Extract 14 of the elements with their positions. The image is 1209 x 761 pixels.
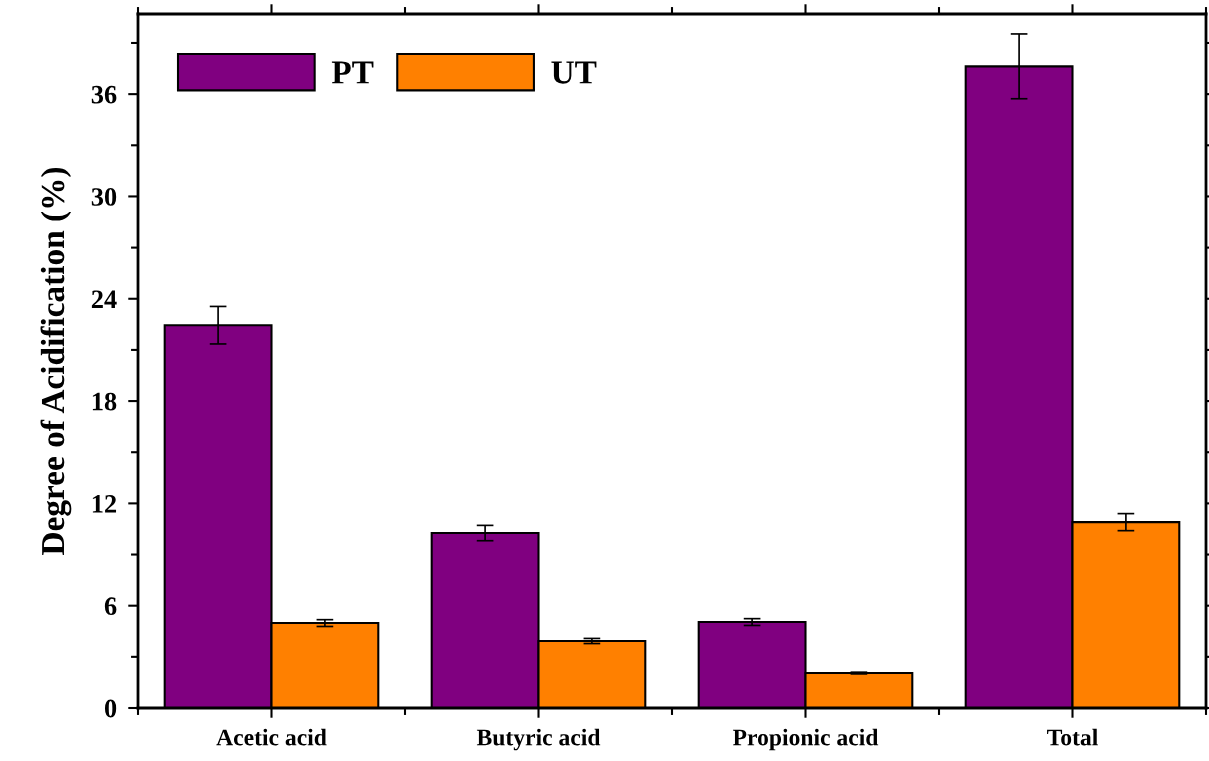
legend-label: PT <box>331 61 374 84</box>
y-tick-label: 36 <box>91 85 117 104</box>
y-tick-label: 12 <box>92 495 117 513</box>
y-tick-label: 18 <box>92 392 117 411</box>
legend-label: UT <box>551 61 597 84</box>
y-tick-label: 24 <box>91 290 117 308</box>
x-tick-label: Acetic acid <box>216 728 327 746</box>
y-axis-title: Degree of Acidification (%) <box>40 167 72 555</box>
y-tick-label: 0 <box>104 699 117 718</box>
y-tick-label: 30 <box>91 188 117 206</box>
y-tick-label: 6 <box>104 597 117 616</box>
x-tick-label: Butyric acid <box>476 728 601 751</box>
x-tick-label: Total <box>1047 728 1098 746</box>
x-tick-label: Propionic acid <box>732 728 879 751</box>
